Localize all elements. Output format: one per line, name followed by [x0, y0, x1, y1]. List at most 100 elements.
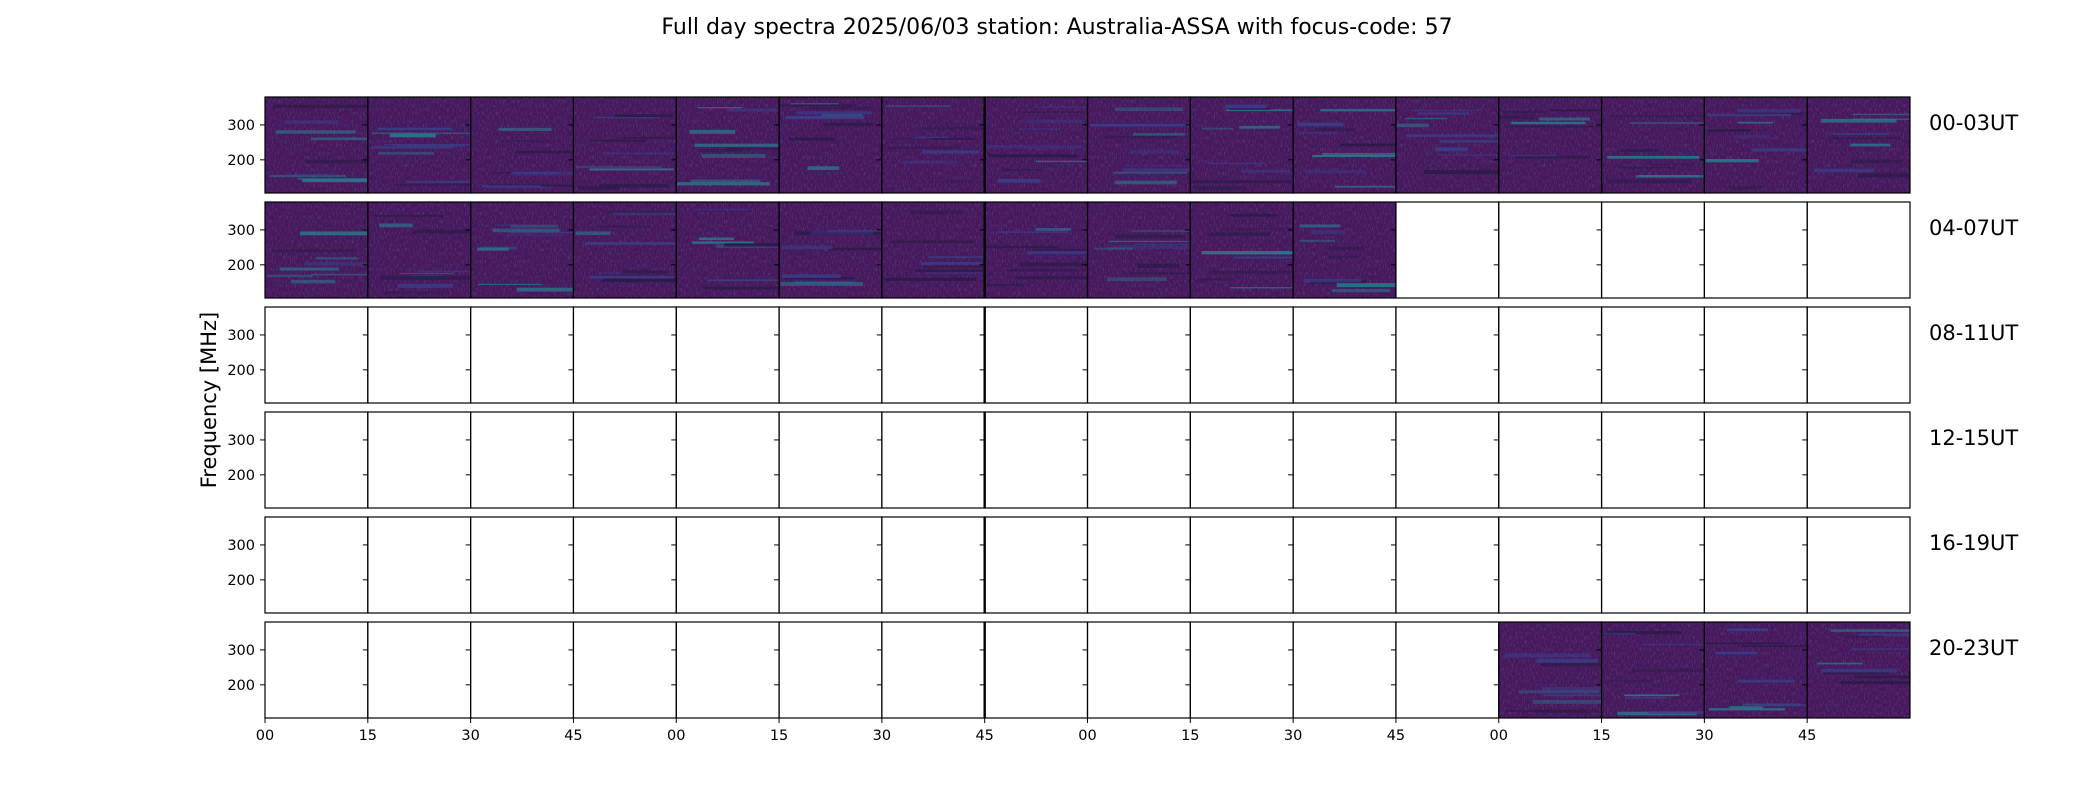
emission-band [1240, 169, 1291, 173]
emission-band [379, 275, 471, 280]
emission-band [389, 133, 436, 138]
panel-frame [264, 411, 369, 509]
emission-band [1607, 680, 1654, 682]
emission-band [1239, 125, 1280, 129]
emission-band [1850, 143, 1891, 147]
emission-band [1094, 247, 1134, 250]
emission-band [781, 245, 833, 250]
emission-band [1312, 155, 1396, 157]
emission-band [315, 257, 359, 260]
panel-frame [1189, 411, 1294, 509]
emission-band [613, 211, 677, 216]
emission-band [306, 159, 368, 164]
emission-band [1304, 278, 1362, 283]
emission-band [374, 214, 444, 217]
panel-frame [367, 621, 472, 719]
panel-frame [1600, 516, 1705, 614]
emission-band [377, 127, 451, 131]
emission-band [790, 103, 839, 105]
emission-band [1504, 653, 1591, 658]
spectrum-texture [1704, 622, 1808, 718]
emission-band [310, 137, 368, 141]
emission-band [810, 231, 874, 235]
panel-frame [1292, 516, 1397, 614]
spectrum-texture [1190, 202, 1294, 298]
emission-band [1022, 111, 1088, 113]
emission-band [1618, 167, 1676, 169]
emission-band [693, 208, 752, 210]
emission-band [1624, 694, 1680, 697]
emission-band [1437, 154, 1499, 156]
panel-frame [1395, 621, 1500, 719]
emission-band [598, 184, 670, 188]
panel-frame [1292, 621, 1397, 719]
emission-band [512, 171, 561, 174]
x-tick-label: 00 [1078, 728, 1096, 744]
x-tick-label: 00 [667, 728, 685, 744]
emission-band [1620, 148, 1659, 152]
emission-band [397, 283, 454, 288]
emission-band [988, 154, 1078, 158]
emission-band [1858, 173, 1910, 178]
row-label: 16-19UT [1929, 531, 2018, 555]
emission-band [1828, 137, 1901, 140]
y-tick-label: 300 [227, 223, 255, 239]
panel-frame [367, 306, 472, 404]
spectrum-texture [1087, 202, 1191, 298]
emission-band [1134, 243, 1191, 245]
emission-band [605, 210, 677, 214]
emission-band [620, 136, 675, 139]
panel-frame [1086, 306, 1191, 404]
emission-band [784, 277, 854, 280]
emission-band [824, 122, 874, 127]
emission-band [600, 225, 652, 228]
emission-band [692, 241, 754, 244]
emission-band [1647, 163, 1694, 166]
panel-frame [470, 516, 575, 614]
emission-band [400, 272, 454, 275]
emission-band [1224, 104, 1266, 109]
emission-band [1208, 232, 1270, 236]
x-tick-label: 30 [873, 728, 891, 744]
emission-band [785, 115, 865, 120]
spectrum-texture [1498, 622, 1602, 718]
emission-band [1192, 186, 1246, 191]
panel-frame [675, 621, 780, 719]
emission-band [1109, 245, 1191, 249]
panel-frame [778, 516, 883, 614]
emission-band [1033, 106, 1088, 108]
panel-frame [367, 411, 472, 509]
panel-frame [1806, 411, 1911, 509]
spectrum-texture [1190, 97, 1294, 193]
emission-band [1223, 228, 1294, 230]
y-tick-label: 300 [227, 118, 255, 134]
emission-band [1648, 711, 1705, 714]
emission-band [1832, 133, 1889, 135]
emission-band [575, 231, 611, 236]
emission-band [1821, 668, 1897, 673]
x-tick-label: 15 [1181, 728, 1199, 744]
row-label: 12-15UT [1929, 426, 2018, 450]
panel-frame [1703, 306, 1808, 404]
panel-frame [1189, 306, 1294, 404]
emission-band [275, 130, 356, 134]
emission-band [789, 137, 834, 141]
emission-band [1821, 118, 1897, 123]
emission-band [271, 249, 356, 253]
y-axis-label: Frequency [MHz] [197, 312, 221, 488]
panel-frame [1395, 516, 1500, 614]
emission-band [1122, 168, 1191, 172]
emission-band [1209, 270, 1294, 274]
emission-band [1006, 269, 1079, 272]
emission-band [478, 283, 543, 285]
x-tick-label: 00 [256, 728, 274, 744]
emission-band [1103, 136, 1178, 139]
emission-band [890, 240, 976, 243]
emission-band [1129, 149, 1180, 154]
emission-band [884, 277, 976, 281]
panel-frame [1806, 96, 1911, 194]
emission-band [1751, 148, 1808, 152]
y-tick-label: 300 [227, 643, 255, 659]
panel-frame [881, 621, 986, 719]
